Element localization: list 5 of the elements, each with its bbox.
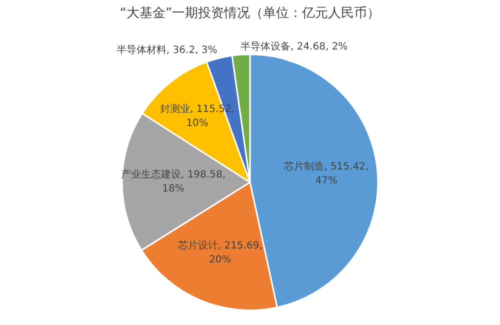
slice-label: 芯片设计, 215.69, 20%: [176, 240, 262, 266]
slice-label: 芯片制造, 515.42, 47%: [283, 160, 369, 187]
chart-title: “大基金”一期投资情况（单位：亿元人民币）: [120, 6, 380, 22]
slice-label: 半导体设备, 24.68, 2%: [240, 40, 348, 52]
slice-label: 半导体材料, 36.2, 3%: [116, 44, 218, 56]
